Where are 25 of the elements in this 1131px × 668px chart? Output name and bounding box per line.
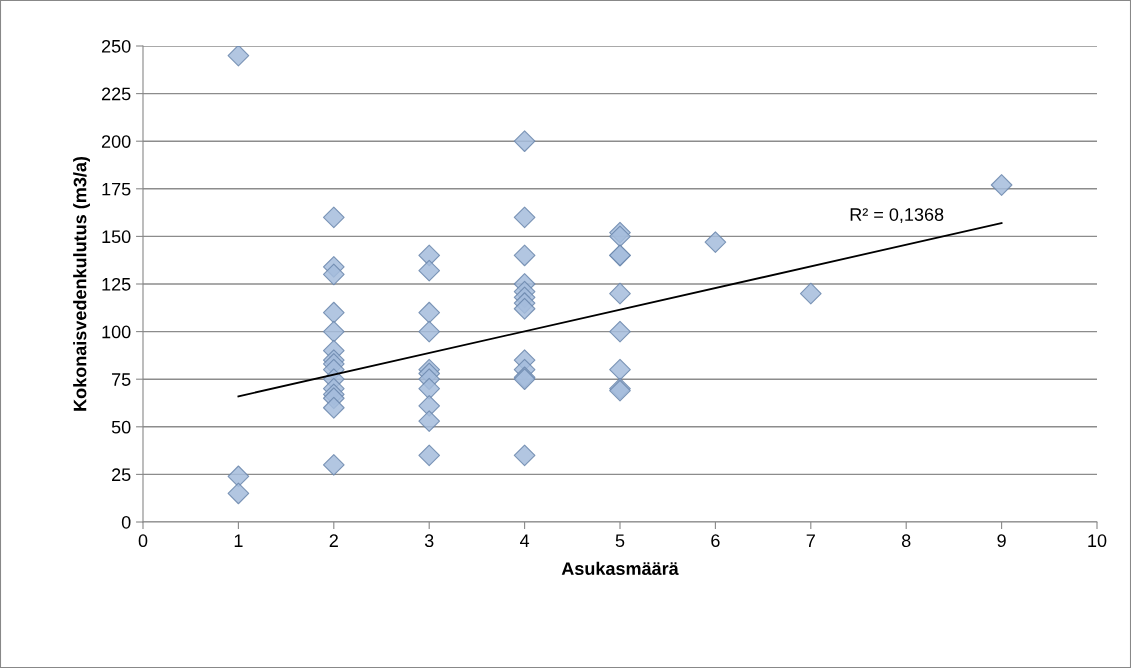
x-tick-label: 3 [424, 534, 434, 548]
y-tick-label: 150 [102, 230, 131, 244]
y-tick-label: 175 [102, 182, 131, 196]
x-tick-label: 8 [901, 534, 911, 548]
annotation: R² = 0,1368 [850, 208, 944, 224]
y-tick-label: 225 [101, 87, 131, 101]
y-tick-label: 200 [101, 135, 131, 148]
x-tick-label: 0 [138, 534, 148, 548]
x-axis-title: Asukasmäärä [561, 561, 679, 576]
y-axis-title: Kokonaisvedenkulutus (m3/a) [73, 156, 90, 411]
x-tick-label: 6 [711, 534, 720, 548]
x-tick-label: 5 [615, 534, 625, 548]
y-tick-label: 100 [102, 325, 131, 339]
x-tick-label: 7 [806, 534, 815, 547]
x-tick-label: 1 [234, 534, 243, 547]
y-tick-label: 25 [112, 468, 131, 482]
y-tick-label: 125 [102, 277, 131, 291]
y-tick-label: 250 [101, 39, 131, 53]
x-tick-label: 10 [1088, 534, 1107, 548]
x-tick-label: 4 [519, 534, 530, 547]
y-tick-label: 50 [111, 420, 131, 434]
y-tick-label: 75 [112, 373, 131, 386]
x-tick-label: 2 [329, 534, 338, 547]
y-tick-label: 0 [121, 515, 131, 529]
x-tick-label: 9 [997, 534, 1006, 548]
